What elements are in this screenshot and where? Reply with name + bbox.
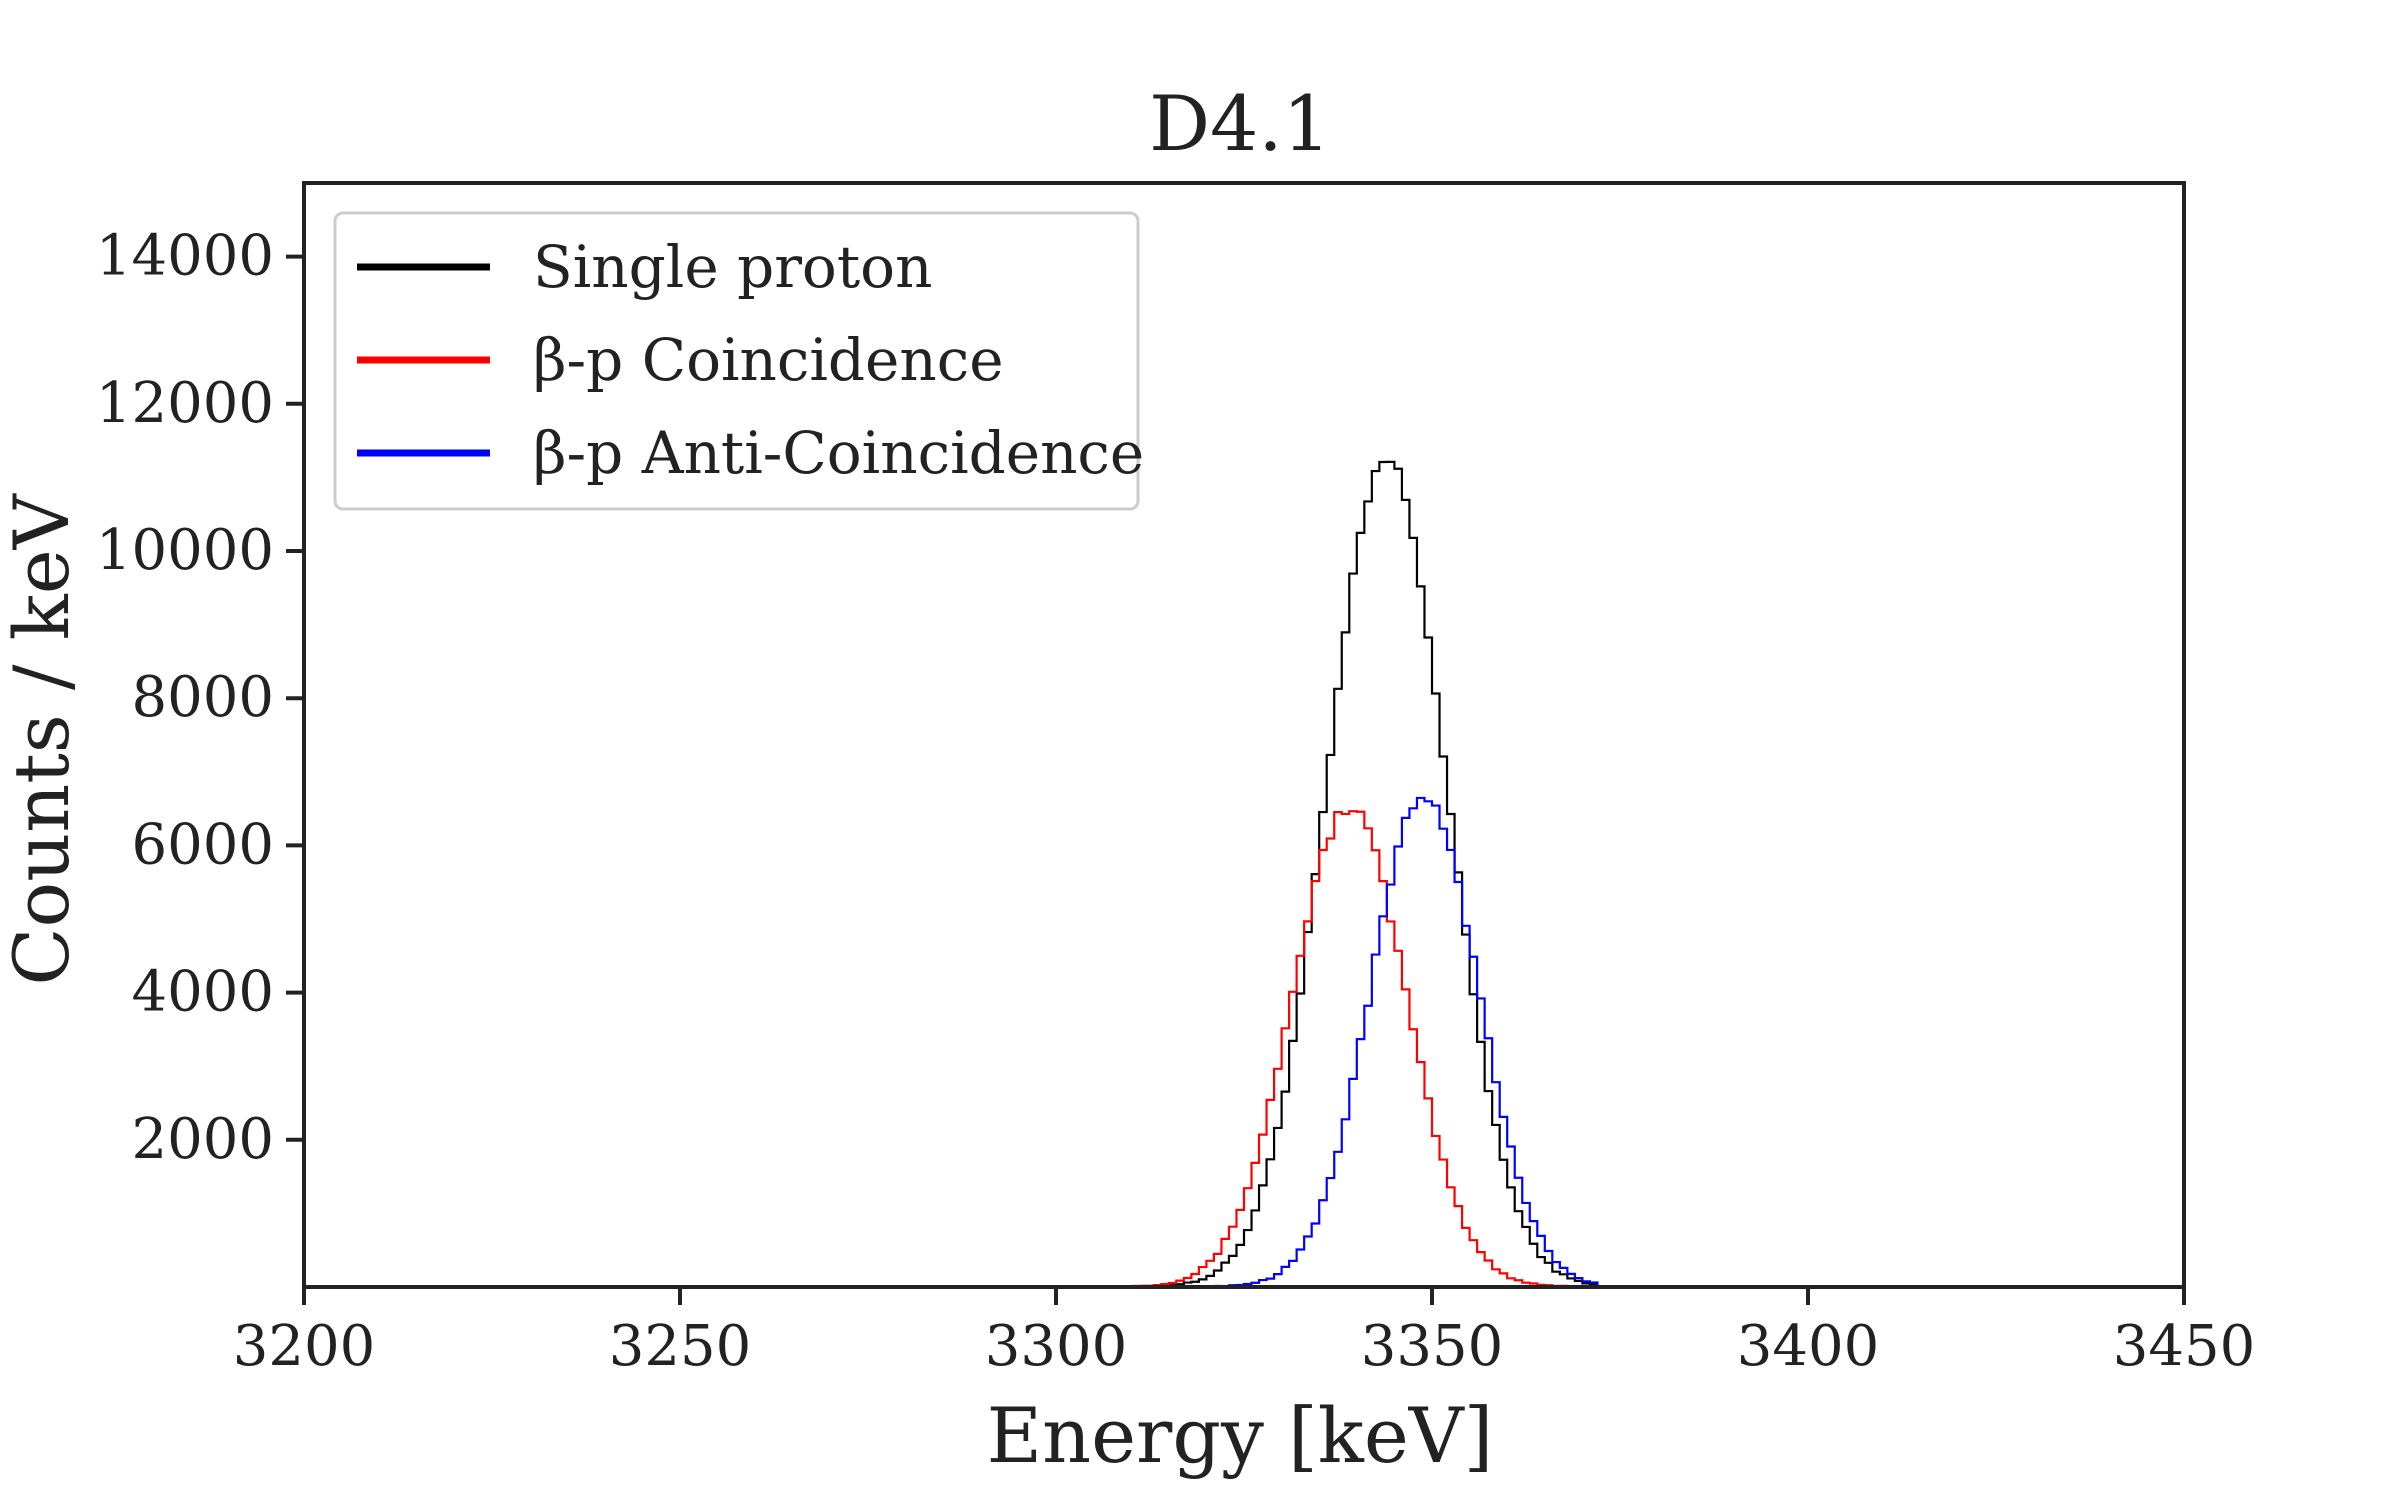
x-tick-label: 3300 [985, 1314, 1128, 1379]
y-tick-label: 10000 [96, 518, 274, 583]
y-tick-label: 14000 [96, 224, 274, 289]
y-tick-label: 12000 [96, 371, 274, 436]
y-tick-label: 2000 [131, 1107, 274, 1172]
y-axis-ticks: 2000 4000 6000 8000 10000 12000 14000 [96, 224, 304, 1172]
x-axis-ticks: 3200 3250 3300 3350 3400 3450 [233, 1287, 2256, 1379]
y-tick-label: 4000 [131, 960, 274, 1025]
plot-area-frame [302, 181, 2186, 1289]
y-tick-label: 8000 [131, 665, 274, 730]
legend-entries: Single proton β-p Coincidence β-p Anti-Coi… [357, 233, 1144, 487]
legend-box [333, 211, 1140, 511]
x-tick-label: 3350 [1361, 1314, 1504, 1379]
legend-label: β-p Coincidence [533, 326, 1004, 394]
legend: Single proton β-p Coincidence β-p Anti-Coi… [333, 211, 1144, 511]
y-axis-label: Counts / keV [0, 493, 86, 985]
x-tick-label: 3400 [1737, 1314, 1880, 1379]
x-tick-label: 3200 [233, 1314, 376, 1379]
x-axis-label: Energy [keV] [987, 1391, 1494, 1480]
x-tick-label: 3250 [609, 1314, 752, 1379]
legend-label: Single proton [533, 233, 932, 301]
legend-label: β-p Anti-Coincidence [533, 419, 1144, 487]
y-tick-label: 6000 [131, 812, 274, 877]
chart-title: D4.1 [1149, 79, 1331, 168]
x-tick-label: 3450 [2113, 1314, 2256, 1379]
